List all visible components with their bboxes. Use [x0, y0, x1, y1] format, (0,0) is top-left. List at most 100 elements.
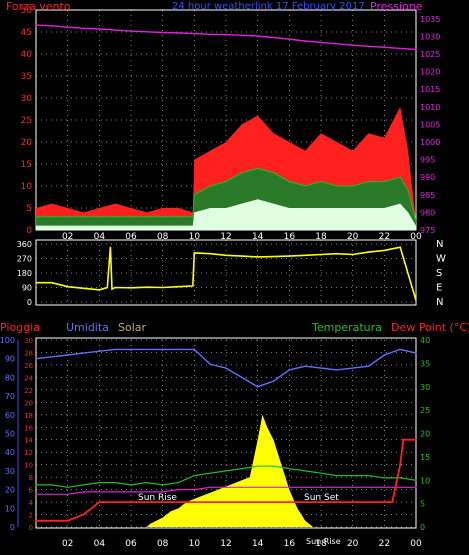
direction-line-point [177, 286, 180, 288]
pressure-line-point [209, 33, 211, 35]
direction-line-point [257, 256, 259, 258]
temperature-tick-label: 0 [420, 523, 425, 532]
direction-line-point [272, 256, 275, 258]
humidity-tick-label: 90 [5, 355, 15, 364]
temperature-line-point [272, 465, 275, 467]
rain-tick-label: 24 [24, 374, 33, 382]
rain-line-point [130, 501, 132, 503]
wind-mid-line-point [383, 181, 385, 183]
pressure-tick-label: 980 [420, 208, 435, 217]
wind-tick-label: 15 [21, 160, 32, 170]
direction-line-point [146, 286, 148, 288]
direction-line-point [90, 288, 92, 290]
time-tick-label: 08 [157, 539, 169, 549]
humidity-tick-label: 40 [5, 448, 15, 457]
time-tick-label: 12 [220, 539, 231, 549]
humidity-tick-label: 30 [5, 467, 15, 476]
wind-axis-label: Forza vento [6, 0, 71, 13]
direction-line-point [51, 282, 53, 284]
rain-tick-label: 14 [24, 437, 33, 445]
pressure-line-point [257, 35, 259, 37]
direction-tick-label: 360 [17, 240, 32, 249]
rain-tick-label: 28 [24, 349, 33, 357]
dewpoint-line-point [82, 491, 85, 493]
time-tick-label: 02 [62, 539, 73, 549]
wind-low-area [36, 199, 416, 230]
pressure-line-point [272, 36, 275, 39]
temperature-line-point [177, 482, 180, 484]
wind-mid-line-point [192, 216, 194, 218]
wind-mid-line-point [304, 185, 306, 187]
humidity-tick-label: 60 [5, 411, 15, 420]
pressure-axis-label: Pressione [370, 0, 423, 13]
humidity-line-point [288, 369, 290, 371]
pressure-tick-label: 1005 [420, 120, 440, 129]
direction-line-point [241, 255, 243, 257]
humidity-line-point [114, 348, 116, 350]
time-tick-label: 10 [189, 539, 201, 549]
direction-line-point [336, 253, 338, 255]
pressure-line-point [336, 43, 338, 45]
humidity-tick-label: 80 [5, 373, 15, 382]
time-tick-label: 06 [125, 232, 137, 242]
temperature-line-point [399, 477, 401, 479]
dewpoint-line-point [336, 486, 338, 488]
pressure-line-point [383, 46, 385, 48]
direction-line-point [82, 287, 85, 289]
pressure-tick-label: 975 [420, 226, 435, 235]
temperature-line-point [193, 475, 195, 477]
temperature-line-point [98, 482, 100, 484]
humidity-tick-label: 100 [0, 336, 15, 345]
rain-line-point [193, 501, 195, 503]
humidity-line-point [336, 369, 338, 371]
pressure-line-point [67, 26, 69, 28]
series-layer [35, 24, 417, 527]
rain-tick-label: 6 [29, 487, 34, 495]
rain-tick-label: 10 [24, 462, 33, 470]
pressure-line-point [367, 45, 370, 47]
pressure-tick-label: 985 [420, 191, 435, 200]
pressure-tick-label: 1020 [420, 68, 440, 77]
direction-line-point [130, 287, 132, 289]
tick-labels: 0510152025303540455097598098599099510001… [0, 6, 446, 549]
direction-line-point [193, 252, 195, 254]
pressure-line-point [82, 27, 85, 29]
temperature-line-point [241, 468, 243, 470]
rain-tick-label: 16 [24, 424, 33, 432]
rain-line-point [352, 501, 354, 503]
rain-line-point [320, 501, 322, 503]
wind-mid-line-point [114, 216, 116, 218]
rain-tick-label: 4 [29, 499, 34, 507]
dewpoint-line-point [209, 486, 211, 488]
direction-line-point [288, 255, 290, 257]
pressure-tick-label: 995 [420, 156, 435, 165]
time-tick-label: 22 [379, 539, 390, 549]
dewpoint-line-point [399, 486, 401, 488]
pressure-line-point [98, 28, 100, 30]
dewpoint-line-point [162, 491, 164, 493]
time-tick-label: 02 [62, 232, 73, 242]
time-tick-label: 14 [252, 539, 264, 549]
pressure-line-point [177, 32, 180, 34]
rain-line-point [257, 501, 259, 503]
wind-mid-line-point [225, 181, 227, 183]
temperature-tick-label: 25 [420, 406, 430, 415]
pressure-line-point [241, 34, 243, 36]
direction-line-point [320, 253, 322, 256]
rain-line-point [402, 439, 404, 441]
pressure-line-point [320, 41, 322, 44]
humidity-line-point [383, 354, 385, 356]
time-tick-label: 20 [347, 539, 359, 549]
pressure-tick-label: 1025 [420, 50, 440, 59]
pressure-tick-label: 1030 [420, 32, 440, 41]
pressure-line-point [415, 48, 417, 51]
temperature-tick-label: 35 [420, 359, 430, 368]
humidity-line-point [272, 380, 275, 382]
humidity-line-point [146, 348, 148, 350]
pressure-tick-label: 990 [420, 173, 435, 182]
temperature-line-point [51, 484, 53, 486]
time-tick-label: 16 [284, 232, 296, 242]
humidity-line-point [35, 358, 37, 360]
dewpoint-line-point [241, 486, 243, 488]
rain-line-point [82, 513, 85, 516]
